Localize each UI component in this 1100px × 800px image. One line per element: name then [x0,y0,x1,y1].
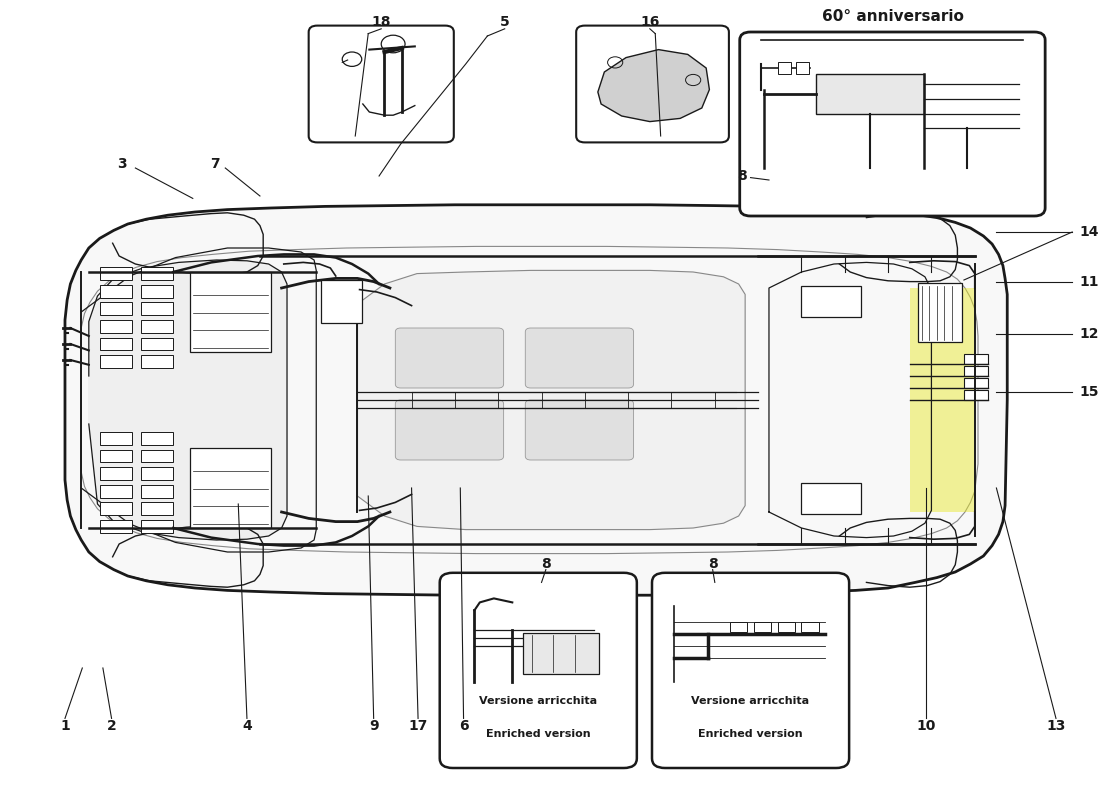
FancyBboxPatch shape [395,400,504,460]
Bar [802,622,818,632]
Bar [815,74,924,114]
Text: a passion...: a passion... [217,445,352,509]
FancyBboxPatch shape [526,400,634,460]
Bar [754,622,771,632]
FancyBboxPatch shape [652,573,849,768]
Bar [141,302,174,315]
Text: 4: 4 [242,718,252,733]
Text: 10: 10 [916,718,936,733]
Bar [802,483,861,514]
Text: 9: 9 [368,718,378,733]
Bar [320,280,362,323]
Bar [910,288,975,512]
Bar [100,520,132,533]
Bar [802,286,861,317]
FancyBboxPatch shape [739,32,1045,216]
Text: Enriched version: Enriched version [698,730,803,739]
Text: 13: 13 [1046,718,1066,733]
Bar [100,285,132,298]
Text: 16: 16 [640,15,660,30]
Bar [964,354,988,364]
Bar [796,62,808,74]
Text: 8: 8 [737,169,747,183]
Polygon shape [358,270,745,530]
Text: Enriched version: Enriched version [486,730,591,739]
Text: 12: 12 [1080,326,1099,341]
Bar [964,366,988,376]
Text: 5: 5 [499,15,509,30]
Bar [100,355,132,368]
Text: 15: 15 [1080,385,1099,399]
Bar [964,378,988,388]
Bar [141,520,174,533]
FancyBboxPatch shape [309,26,454,142]
Bar [141,502,174,515]
Text: 7: 7 [210,157,219,171]
FancyBboxPatch shape [440,573,637,768]
Bar [100,320,132,333]
Text: 17: 17 [408,718,428,733]
Bar [730,622,747,632]
Text: EUmacar: EUmacar [184,332,377,440]
Bar [918,283,961,342]
FancyBboxPatch shape [576,26,729,142]
Bar [100,267,132,280]
Bar [100,502,132,515]
FancyBboxPatch shape [526,328,634,388]
Bar [189,448,271,528]
Text: Versione arricchita: Versione arricchita [692,696,810,706]
Bar [778,62,791,74]
Text: 18: 18 [372,15,390,30]
Bar [141,485,174,498]
Bar [100,467,132,480]
Bar [141,467,174,480]
Bar [100,432,132,445]
Bar [100,485,132,498]
Bar [778,622,795,632]
Bar [141,450,174,462]
Text: 2: 2 [107,718,117,733]
Text: 11: 11 [1080,274,1099,289]
Text: 60° anniversario: 60° anniversario [822,9,964,24]
Polygon shape [89,260,287,540]
Bar [964,390,988,400]
FancyBboxPatch shape [395,328,504,388]
Text: 8: 8 [707,557,717,571]
Bar [100,450,132,462]
Polygon shape [597,50,710,122]
Text: 14: 14 [1080,225,1099,239]
Bar [141,338,174,350]
Bar [189,272,271,352]
Bar [524,633,598,674]
Text: 1: 1 [60,718,70,733]
Bar [141,320,174,333]
Polygon shape [65,205,1008,595]
Text: Versione arricchita: Versione arricchita [480,696,597,706]
Text: 8: 8 [541,557,551,571]
Bar [141,355,174,368]
Bar [141,285,174,298]
Bar [100,302,132,315]
Bar [141,432,174,445]
Bar [141,267,174,280]
Text: 3: 3 [118,157,128,171]
Text: 6: 6 [459,718,469,733]
Bar [100,338,132,350]
